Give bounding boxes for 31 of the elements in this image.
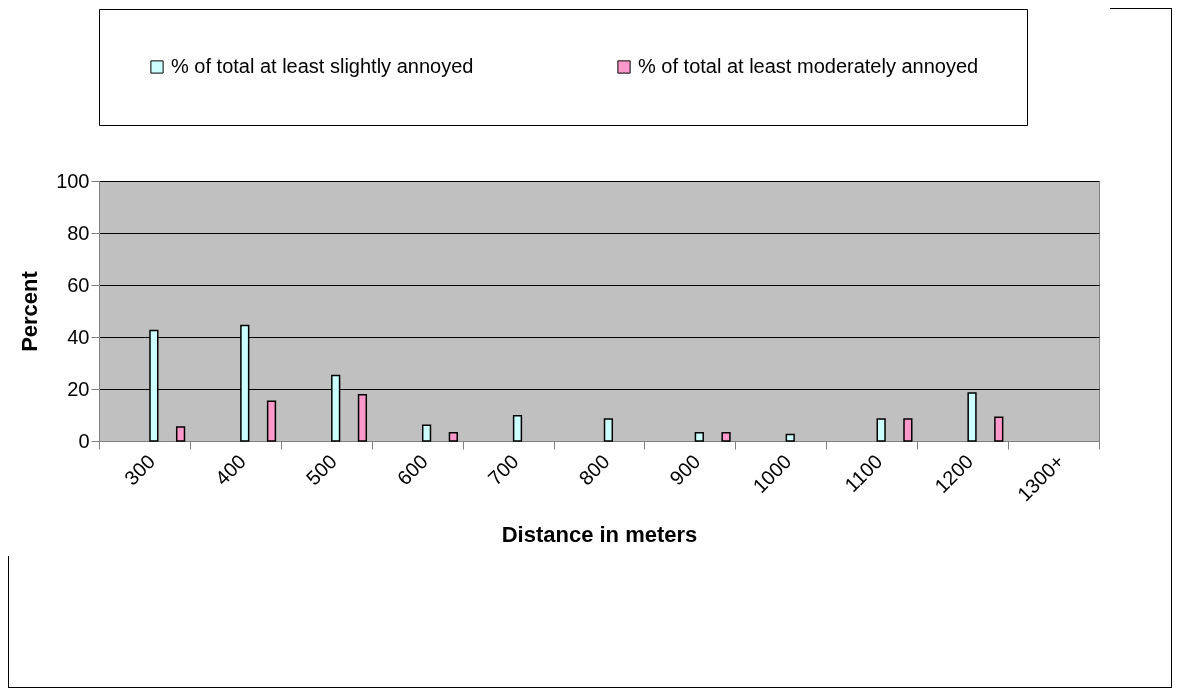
bar <box>266 400 277 442</box>
bar <box>785 433 795 442</box>
bar <box>512 415 523 442</box>
bar <box>721 431 731 442</box>
bar <box>448 431 458 442</box>
x-tick-label: 300 <box>119 450 160 490</box>
y-tick-label: 80 <box>67 221 90 244</box>
x-tick-label: 500 <box>301 450 341 490</box>
x-tick-label: 800 <box>574 450 614 490</box>
bar <box>603 418 614 442</box>
legend-label: % of total at least slightly annoyed <box>171 55 474 77</box>
bar <box>967 392 977 442</box>
x-tick-label: 600 <box>392 450 432 490</box>
bar <box>694 431 704 442</box>
y-tick-label: 100 <box>56 169 90 192</box>
bar <box>994 416 1004 442</box>
bar <box>357 393 368 442</box>
legend-label: % of total at least moderately annoyed <box>638 55 979 77</box>
x-tick-label: 900 <box>665 450 705 490</box>
bar <box>421 424 432 442</box>
y-tick-label: 40 <box>67 325 90 348</box>
x-tick-label: 700 <box>483 450 523 490</box>
y-tick-label: 60 <box>67 273 90 296</box>
x-axis-title: Distance in meters <box>501 522 698 548</box>
x-tick-label: 400 <box>210 450 251 490</box>
y-tick-label: 0 <box>78 429 90 452</box>
bar <box>876 418 886 442</box>
bar <box>903 418 913 442</box>
y-tick-label: 20 <box>67 377 90 400</box>
bar <box>175 426 186 442</box>
y-axis-title: Percent <box>17 270 43 352</box>
